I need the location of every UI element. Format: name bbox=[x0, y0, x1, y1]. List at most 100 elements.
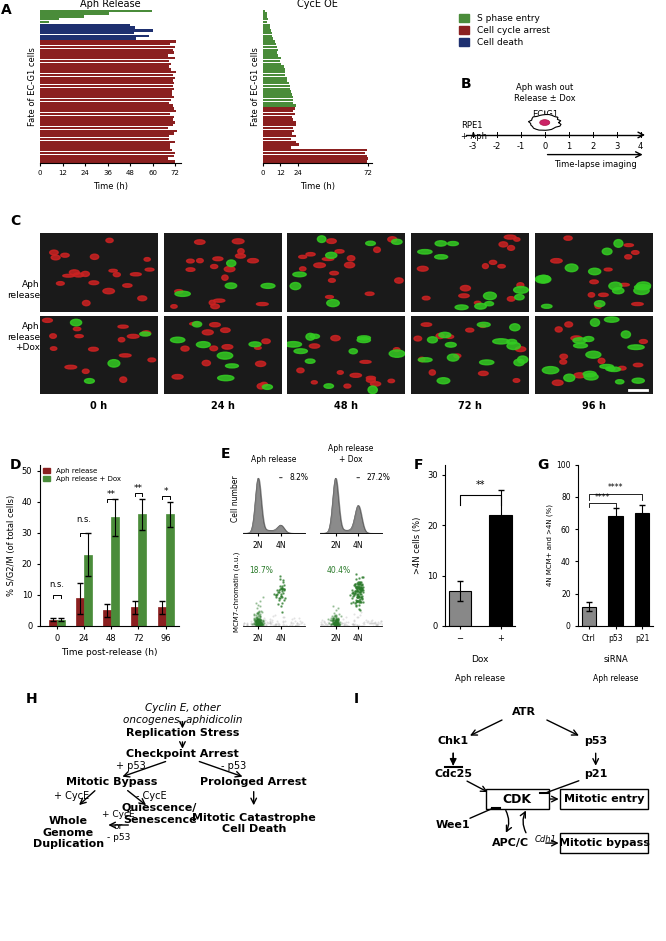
Text: 3: 3 bbox=[614, 142, 619, 152]
Point bbox=[340, 614, 351, 630]
Ellipse shape bbox=[388, 237, 397, 242]
Point bbox=[332, 612, 342, 627]
Text: 27.2%: 27.2% bbox=[366, 473, 390, 482]
Point bbox=[251, 616, 262, 631]
Point bbox=[348, 585, 359, 600]
Bar bbox=[263, 157, 368, 160]
Ellipse shape bbox=[619, 283, 629, 286]
Ellipse shape bbox=[326, 295, 334, 298]
Point bbox=[353, 594, 364, 609]
Point bbox=[354, 580, 365, 595]
Ellipse shape bbox=[589, 268, 601, 275]
Ellipse shape bbox=[602, 248, 612, 255]
Bar bbox=[40, 71, 176, 73]
Ellipse shape bbox=[142, 331, 151, 336]
Ellipse shape bbox=[584, 374, 598, 380]
Point bbox=[350, 584, 361, 599]
Ellipse shape bbox=[588, 293, 595, 297]
Ellipse shape bbox=[418, 249, 432, 254]
Point bbox=[264, 614, 275, 629]
Ellipse shape bbox=[344, 263, 354, 268]
Point bbox=[330, 615, 341, 630]
Bar bbox=[40, 60, 168, 62]
Bar bbox=[40, 104, 172, 106]
Point bbox=[332, 612, 343, 627]
Point bbox=[282, 618, 292, 633]
Bar bbox=[40, 35, 149, 37]
Point bbox=[328, 615, 338, 630]
Point bbox=[273, 617, 284, 632]
Point bbox=[356, 578, 366, 593]
Point bbox=[320, 617, 330, 632]
Bar bbox=[40, 102, 169, 104]
Bar bbox=[40, 119, 173, 120]
Ellipse shape bbox=[564, 236, 572, 240]
Point bbox=[356, 582, 366, 597]
Point bbox=[342, 617, 352, 632]
Ellipse shape bbox=[621, 331, 631, 338]
Ellipse shape bbox=[330, 271, 338, 275]
Point bbox=[260, 618, 271, 633]
Bar bbox=[263, 124, 296, 126]
Point bbox=[274, 590, 285, 605]
Point bbox=[254, 614, 265, 630]
Point bbox=[274, 616, 284, 631]
Ellipse shape bbox=[311, 381, 317, 384]
Point bbox=[331, 602, 342, 617]
Bar bbox=[263, 46, 278, 48]
Point bbox=[276, 598, 286, 614]
Point bbox=[354, 602, 365, 617]
Ellipse shape bbox=[186, 259, 194, 263]
Point bbox=[333, 612, 344, 627]
Ellipse shape bbox=[583, 372, 596, 376]
Point bbox=[330, 614, 340, 629]
Point bbox=[356, 575, 366, 590]
Point bbox=[252, 612, 263, 627]
Point bbox=[352, 593, 362, 608]
Bar bbox=[158, 607, 166, 626]
Point bbox=[330, 613, 341, 628]
Point bbox=[349, 578, 360, 593]
Point bbox=[256, 616, 266, 631]
Point bbox=[251, 617, 262, 632]
Bar bbox=[263, 99, 293, 102]
Point bbox=[251, 616, 262, 631]
Point bbox=[346, 582, 357, 598]
Ellipse shape bbox=[91, 254, 99, 260]
Point bbox=[242, 615, 252, 630]
FancyBboxPatch shape bbox=[560, 789, 649, 809]
Point bbox=[372, 617, 382, 632]
Point bbox=[344, 618, 354, 633]
Point bbox=[369, 615, 380, 630]
Text: 40.4%: 40.4% bbox=[326, 566, 350, 575]
Text: -2: -2 bbox=[493, 142, 501, 152]
Point bbox=[352, 582, 362, 598]
Ellipse shape bbox=[560, 359, 567, 364]
Point bbox=[354, 584, 365, 599]
Point bbox=[352, 577, 363, 592]
Y-axis label: MCM7-chromatin (a.u.): MCM7-chromatin (a.u.) bbox=[233, 551, 240, 631]
Bar bbox=[40, 40, 176, 42]
Point bbox=[332, 615, 342, 630]
Ellipse shape bbox=[106, 238, 113, 243]
Point bbox=[254, 615, 265, 630]
Bar bbox=[263, 52, 277, 54]
Point bbox=[271, 617, 282, 632]
Point bbox=[332, 617, 343, 632]
Point bbox=[330, 616, 341, 631]
Point bbox=[330, 616, 340, 631]
Point bbox=[251, 617, 262, 632]
Bar bbox=[582, 607, 596, 626]
Point bbox=[254, 617, 264, 632]
Ellipse shape bbox=[71, 319, 82, 326]
Bar bbox=[263, 130, 294, 132]
Point bbox=[277, 581, 288, 596]
Ellipse shape bbox=[490, 261, 497, 264]
Ellipse shape bbox=[565, 322, 573, 327]
Point bbox=[375, 614, 386, 629]
Ellipse shape bbox=[337, 371, 343, 375]
Point bbox=[328, 614, 338, 629]
Ellipse shape bbox=[370, 382, 381, 386]
Point bbox=[351, 581, 362, 596]
Ellipse shape bbox=[478, 372, 488, 375]
